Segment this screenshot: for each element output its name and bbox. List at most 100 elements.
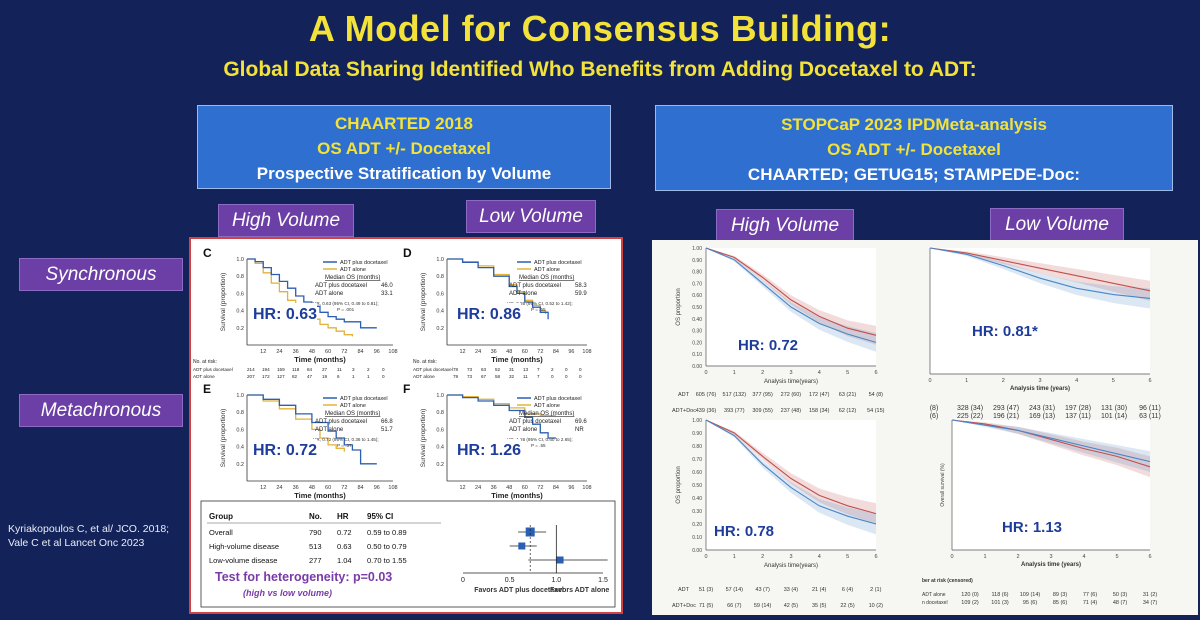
chaarted-endpoint: OS ADT +/- Docetaxel bbox=[317, 139, 491, 158]
risk-right-top-count: 96 (11) bbox=[1139, 405, 1161, 412]
forest-n: 277 bbox=[309, 556, 322, 565]
km-y-label: Survival (proportion) bbox=[420, 273, 427, 332]
stopcap-x-tick: 2 bbox=[761, 554, 764, 560]
stopcap-plot-2: Analysis time (years) 0 1 2 3 4 5 6 HR: 0.81* bbox=[928, 247, 1152, 392]
risk-top-count: 605 (76) bbox=[696, 392, 717, 398]
risk-count: 79 bbox=[453, 374, 459, 379]
risk-top-label: ADT bbox=[678, 392, 690, 398]
risk-header: No. at risk: bbox=[193, 359, 217, 365]
tag-synchronous: Synchronous bbox=[19, 258, 183, 291]
km-hr-background bbox=[251, 303, 317, 325]
ci-band-adt bbox=[706, 420, 876, 524]
forest-hr: 0.63 bbox=[337, 542, 352, 551]
risk-bottom-count: 66 (7) bbox=[727, 603, 742, 609]
stopcap-x-label: Analysis time(years) bbox=[764, 379, 818, 385]
stopcap-x-tick: 3 bbox=[1038, 378, 1041, 384]
km-y-tick: 1.0 bbox=[236, 393, 244, 399]
km-x-tick: 72 bbox=[537, 485, 543, 491]
median-os-arm: ADT plus docetaxel bbox=[315, 283, 367, 289]
risk-right-bottom-count: 89 (3) bbox=[1053, 592, 1068, 598]
risk-right-top-count: (6) bbox=[930, 413, 939, 420]
risk-top-count: 439 (36) bbox=[696, 408, 717, 414]
km-x-tick: 84 bbox=[357, 349, 363, 355]
stopcap-x-tick: 4 bbox=[818, 370, 821, 376]
stopcap-y-tick: 0.90 bbox=[692, 258, 702, 264]
stopcap-x-tick: 1 bbox=[733, 554, 736, 560]
legend-label-adt: ADT alone bbox=[340, 403, 366, 409]
stopcap-y-tick: 0.00 bbox=[692, 364, 702, 370]
risk-bottom-count: 42 (5) bbox=[784, 603, 799, 609]
stopcap-header-box: STOPCaP 2023 IPDMeta-analysis OS ADT +/-… bbox=[655, 105, 1173, 191]
risk-bottom-label: ADT bbox=[678, 587, 690, 593]
forest-axis-tick: 0 bbox=[461, 577, 465, 584]
risk-bottom-count: 51 (3) bbox=[699, 587, 714, 593]
forest-group: Low-volume disease bbox=[209, 556, 277, 565]
stopcap-x-tick: 5 bbox=[1112, 378, 1115, 384]
risk-count: 0 bbox=[579, 374, 582, 379]
risk-bottom-count: 22 (5) bbox=[840, 603, 855, 609]
km-p-value: P = .55 bbox=[531, 443, 546, 448]
km-curve-adt-alone bbox=[447, 258, 547, 314]
risk-count: 0 bbox=[565, 374, 568, 379]
risk-top-count: 377 (95) bbox=[752, 392, 773, 398]
stopcap-title: STOPCaP 2023 IPDMeta-analysis bbox=[781, 115, 1047, 134]
chaarted-km-figure: C 1.00.80.60.40.212 24 36 48 60 72 84 96 108Time … bbox=[193, 246, 616, 608]
km-y-tick: 0.4 bbox=[436, 309, 444, 315]
risk-right-bottom-count: 31 (2) bbox=[1143, 592, 1158, 598]
km-x-label: Time (months) bbox=[294, 355, 346, 364]
risk-right-top-count: 196 (21) bbox=[993, 413, 1019, 420]
forest-frame bbox=[200, 500, 616, 608]
risk-right-top-count: 101 (14) bbox=[1101, 413, 1127, 420]
tag-metachronous: Metachronous bbox=[19, 394, 183, 427]
slide-title: A Model for Consensus Building: bbox=[308, 8, 892, 49]
risk-bottom-count: 33 (4) bbox=[784, 587, 799, 593]
curve-adt bbox=[705, 247, 877, 336]
forest-header: 95% CI bbox=[367, 512, 393, 521]
km-panel-letter: E bbox=[203, 382, 211, 396]
km-y-tick: 0.8 bbox=[436, 274, 444, 280]
stopcap-y-label: OS proportion bbox=[676, 288, 682, 325]
curve-adt-doc bbox=[705, 419, 877, 525]
risk-right-top-count: 169 (13) bbox=[1029, 413, 1055, 420]
risk-right-top-count: 63 (11) bbox=[1139, 413, 1161, 420]
risk-right-bottom-count: 95 (6) bbox=[1023, 600, 1038, 606]
km-hr-background bbox=[455, 303, 521, 325]
stopcap-x-tick: 6 bbox=[1148, 554, 1151, 560]
risk-count: 0 bbox=[579, 367, 582, 372]
km-plot-c: C 1.0 0.8 0.6 0.4 0.2 12 24 36 48 60 72 84 96 108 Time … bbox=[203, 246, 398, 364]
km-x-tick: 24 bbox=[475, 485, 481, 491]
forest-hr: 0.72 bbox=[337, 528, 352, 537]
stopcap-y-tick: 0.20 bbox=[692, 340, 702, 346]
tag-low-volume-chaarted: Low Volume bbox=[466, 200, 596, 233]
km-p-value: P = .37 bbox=[337, 443, 352, 448]
risk-right-bottom-count: 71 (4) bbox=[1083, 600, 1098, 606]
risk-count: 63 bbox=[481, 367, 487, 372]
km-x-tick: 108 bbox=[582, 349, 591, 355]
km-y-tick: 0.2 bbox=[436, 462, 444, 468]
km-x-tick: 12 bbox=[459, 349, 465, 355]
risk-right-top-count: 131 (30) bbox=[1101, 405, 1127, 412]
risk-count: 11 bbox=[337, 367, 342, 372]
km-x-tick: 24 bbox=[276, 485, 282, 491]
km-y-tick: 1.0 bbox=[436, 393, 444, 399]
forest-ci: 0.50 to 0.79 bbox=[367, 542, 407, 551]
stopcap-plot-area bbox=[930, 248, 1150, 374]
forest-axis-tick: 1.0 bbox=[551, 577, 561, 584]
risk-bottom-count: 71 (5) bbox=[699, 603, 714, 609]
median-os-value: 58.3 bbox=[575, 283, 587, 289]
risk-bottom-count: 43 (7) bbox=[755, 587, 770, 593]
km-x-tick: 48 bbox=[506, 349, 512, 355]
heterogeneity-test: Test for heterogeneity: p=0.03 bbox=[215, 570, 392, 584]
risk-bottom-count: 10 (2) bbox=[869, 603, 884, 609]
forest-ci: 0.70 to 1.55 bbox=[367, 556, 407, 565]
km-x-tick: 96 bbox=[374, 349, 380, 355]
stopcap-x-tick: 3 bbox=[1049, 554, 1052, 560]
stopcap-y-tick: 0.20 bbox=[692, 522, 702, 528]
risk-count: 194 bbox=[262, 367, 270, 372]
km-y-tick: 0.8 bbox=[236, 274, 244, 280]
risk-top-label: ADT+Doc bbox=[672, 408, 696, 414]
stopcap-y-tick: 0.80 bbox=[692, 444, 702, 450]
km-panel-letter: C bbox=[203, 246, 212, 260]
risk-right-bottom-label: n docetaxel bbox=[922, 600, 948, 606]
stopcap-y-tick: 0.50 bbox=[692, 483, 702, 489]
